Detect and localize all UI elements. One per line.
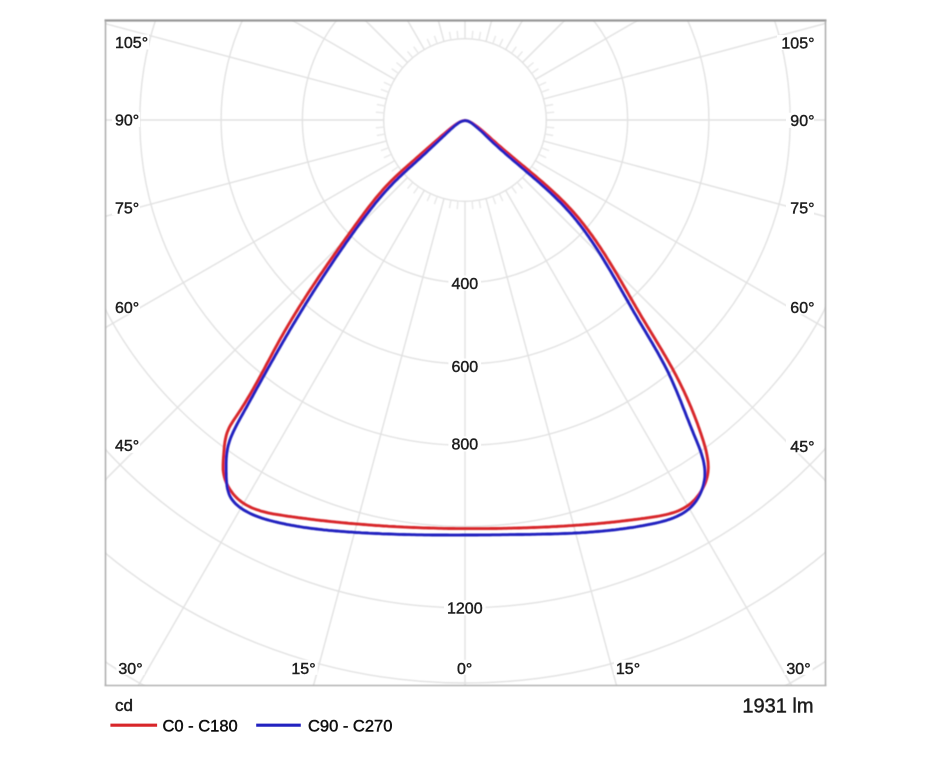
svg-text:60°: 60° <box>790 300 814 317</box>
svg-text:15°: 15° <box>291 661 315 678</box>
svg-text:45°: 45° <box>790 439 814 456</box>
svg-text:800: 800 <box>451 437 478 454</box>
svg-text:30°: 30° <box>786 661 810 678</box>
svg-text:60°: 60° <box>115 300 139 317</box>
svg-text:C90 - C270: C90 - C270 <box>308 717 392 735</box>
svg-text:1200: 1200 <box>447 601 483 618</box>
svg-text:105°: 105° <box>781 35 814 52</box>
svg-text:cd: cd <box>115 696 133 715</box>
svg-text:105°: 105° <box>115 35 148 52</box>
svg-text:90°: 90° <box>790 113 814 130</box>
svg-text:75°: 75° <box>115 200 139 217</box>
svg-text:400: 400 <box>451 276 478 293</box>
svg-text:600: 600 <box>451 359 478 376</box>
svg-text:0°: 0° <box>457 661 472 678</box>
svg-text:15°: 15° <box>616 661 640 678</box>
svg-text:1931 lm: 1931 lm <box>742 696 813 718</box>
svg-text:90°: 90° <box>115 112 139 129</box>
svg-text:30°: 30° <box>118 661 142 678</box>
svg-text:45°: 45° <box>115 438 139 455</box>
svg-text:C0 - C180: C0 - C180 <box>163 717 238 735</box>
svg-text:75°: 75° <box>790 200 814 217</box>
